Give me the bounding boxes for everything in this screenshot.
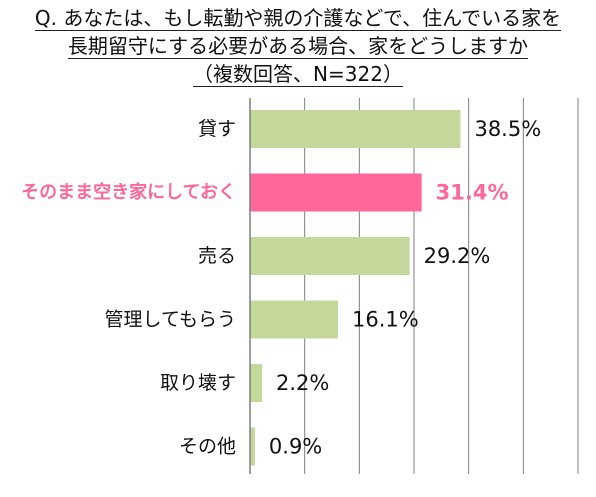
bar <box>250 110 461 148</box>
value-label: 38.5% <box>474 117 541 141</box>
value-label: 29.2% <box>424 244 491 268</box>
category-label: その他 <box>179 436 236 458</box>
value-label: 31.4% <box>436 181 509 205</box>
value-label: 0.9% <box>269 435 322 459</box>
title-line-2: 長期留守にする必要がある場合、家をどうしますか <box>67 34 529 59</box>
bar <box>250 364 263 402</box>
value-label: 16.1% <box>352 308 419 332</box>
chart-title: Q. あなたは、もし転勤や親の介護などで、住んでいる家を 長期留守にする必要があ… <box>0 4 596 88</box>
category-label: 取り壊す <box>160 372 236 394</box>
title-line-1: Q. あなたは、もし転勤や親の介護などで、住んでいる家を <box>34 6 562 31</box>
category-label: 貸す <box>198 118 236 140</box>
category-label: 売る <box>198 245 236 267</box>
title-line-3: （複数回答、N=322） <box>193 62 403 87</box>
bar <box>250 237 410 275</box>
value-label: 2.2% <box>276 371 329 395</box>
bar <box>250 173 422 212</box>
bar <box>250 427 255 466</box>
bar <box>250 300 339 339</box>
category-label: 管理してもらう <box>105 309 236 331</box>
category-label: そのまま空き家にしておく <box>21 181 236 203</box>
